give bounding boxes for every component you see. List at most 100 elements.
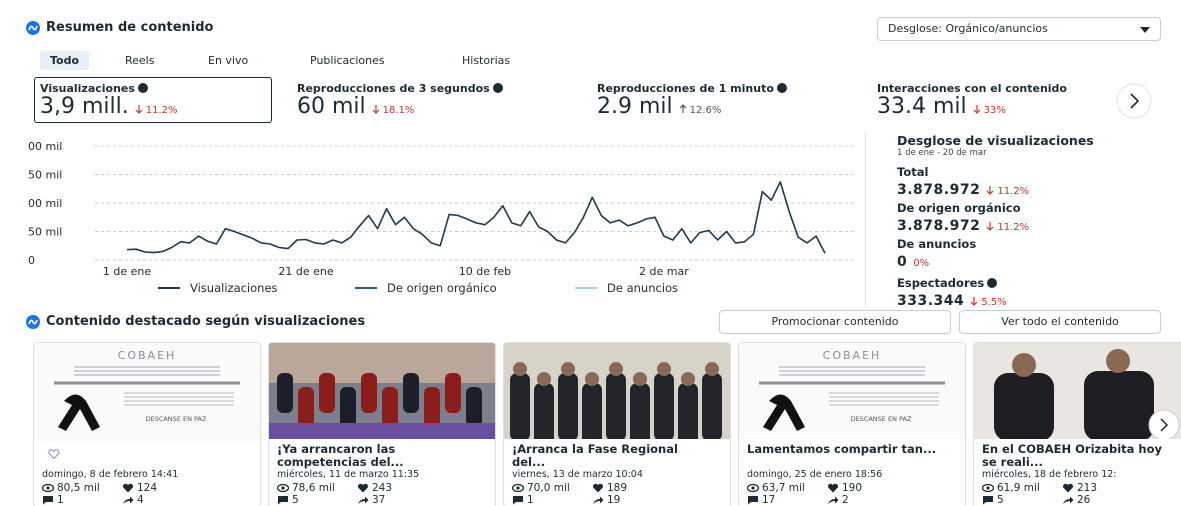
arrow-path	[372, 105, 380, 114]
breakdown-label: Espectadores	[897, 276, 998, 290]
views-glyph	[277, 483, 289, 493]
post-shares: 19	[592, 494, 620, 506]
breakdown-title: Desglose de visualizaciones	[897, 133, 1094, 148]
views-glyph	[281, 486, 285, 490]
metric-label-text: Reproducciones de 1 minuto	[597, 82, 774, 95]
thumbnail-caption: DESCANSE EN PAZ	[851, 415, 912, 423]
likes-icon	[122, 483, 134, 493]
tab[interactable]: Todo	[40, 51, 90, 70]
next-card-button[interactable]	[1148, 409, 1180, 439]
legend-label: Visualizaciones	[190, 281, 278, 295]
comments-icon	[748, 496, 758, 505]
breakdown-label: De origen orgánico	[897, 201, 1021, 215]
post-comments: 5	[277, 494, 299, 506]
comments-glyph	[748, 496, 758, 505]
post-shares: 4	[122, 494, 144, 506]
post-card[interactable]: ¡Ya arrancaron las competencias del... mi…	[268, 342, 496, 506]
comments-icon	[983, 496, 993, 505]
black-ribbon	[58, 394, 100, 431]
views-glyph	[42, 483, 54, 493]
post-thumbnail	[504, 343, 730, 439]
view-all-button[interactable]: Ver todo el contenido	[959, 310, 1161, 334]
change: 33%	[973, 105, 1006, 116]
section-title: Resumen de contenido	[46, 20, 214, 35]
featured-title: Contenido destacado según visualizacione…	[46, 314, 366, 329]
post-views: 78,6 mil	[277, 482, 335, 494]
arrow-path	[970, 297, 978, 306]
thumbnail-person	[702, 373, 722, 439]
comments-glyph	[513, 496, 523, 505]
tab[interactable]: Publicaciones	[310, 54, 385, 67]
arrow-path	[679, 104, 687, 113]
info-dot	[492, 83, 503, 93]
post-card[interactable]: ¡Arranca la Fase Regional del... viernes,…	[503, 342, 731, 506]
y-tick-label: 00 mil	[28, 140, 62, 153]
shares-glyph	[828, 496, 839, 504]
post-caption: Lamentamos compartir tan...	[747, 443, 937, 456]
thumbnail-person	[382, 387, 398, 427]
breakdown-number: 0	[897, 254, 908, 270]
post-likes: 243	[357, 482, 392, 494]
heart-outline	[48, 449, 60, 459]
breakdown-value: 3.878.972 11.2%	[897, 179, 1029, 198]
post-comments: 5	[982, 494, 1004, 506]
post-thumbnail	[269, 343, 495, 439]
shares-icon	[123, 496, 134, 504]
post-card[interactable]: COBAEH DESCANSE EN PAZ Lamentamos comparti…	[738, 342, 966, 506]
shares-glyph	[123, 496, 134, 504]
likes-icon	[827, 483, 839, 493]
caret-icon	[1140, 27, 1150, 33]
comments-count: 17	[762, 494, 776, 506]
breakdown-dropdown[interactable]: Desglose: Orgánico/anuncios	[877, 17, 1161, 41]
promote-button[interactable]: Promocionar contenido	[719, 310, 951, 334]
shares-count: 26	[1077, 494, 1091, 506]
post-card[interactable]: En el COBAEH Orizabita hoy se reali... mi…	[973, 342, 1181, 506]
post-thumbnail	[974, 343, 1181, 439]
thumbnail-face	[513, 362, 527, 376]
metric-number: 33.4 mil	[877, 94, 967, 119]
thumbnail-person	[403, 373, 419, 413]
thumbnail-bg	[739, 343, 965, 439]
metric-label: Reproducciones de 3 segundos	[297, 82, 503, 95]
tab[interactable]: En vivo	[208, 54, 249, 67]
next-button[interactable]	[1115, 82, 1153, 120]
post-date: domingo, 8 de febrero 14:41	[42, 469, 179, 480]
thumbnail-person	[445, 373, 461, 413]
thumbnail-face	[1106, 349, 1130, 373]
legend-label: De anuncios	[607, 281, 678, 295]
x-tick-label: 21 de ene	[278, 265, 333, 278]
meta-icon	[26, 21, 40, 35]
post-card[interactable]: COBAEH DESCANSE EN PAZ domingo, 8 de febre…	[33, 342, 261, 506]
comments-glyph	[278, 496, 288, 505]
metric-label: Visualizaciones	[40, 82, 148, 95]
shares-icon	[593, 496, 604, 504]
metric-value[interactable]: 2.9 mil 12.6%	[597, 94, 721, 119]
views-icon	[42, 483, 54, 493]
post-shares: 26	[1062, 494, 1090, 506]
info-icon	[987, 278, 998, 288]
views-icon	[747, 483, 759, 493]
metric-value[interactable]: 3,9 mill. 11.2%	[40, 94, 178, 119]
thumbnail-person	[466, 387, 482, 427]
views-icon	[512, 483, 524, 493]
comments-count: 1	[57, 494, 64, 506]
tab[interactable]: Reels	[125, 54, 155, 67]
trend-arrow	[372, 105, 380, 114]
metric-label-text: Interacciones con el contenido	[877, 82, 1067, 95]
x-tick-label: 2 de mar	[639, 265, 689, 278]
likes-count: 213	[1077, 482, 1098, 494]
thumbnail-floor	[269, 423, 495, 439]
post-likes: 190	[827, 482, 862, 494]
post-likes: 189	[592, 482, 627, 494]
metric-value[interactable]: 60 mil 18.1%	[297, 94, 414, 119]
metric-label: Interacciones con el contenido	[877, 82, 1067, 95]
thumbnail-person	[654, 373, 674, 439]
thumbnail-wall	[269, 343, 495, 383]
comments-count: 5	[997, 494, 1004, 506]
shares-icon	[358, 496, 369, 504]
y-tick-label: 00 mil	[28, 197, 62, 210]
metric-value[interactable]: 33.4 mil 33%	[877, 94, 1006, 119]
views-count: 80,5 mil	[57, 482, 100, 494]
tab[interactable]: Historias	[462, 54, 511, 67]
